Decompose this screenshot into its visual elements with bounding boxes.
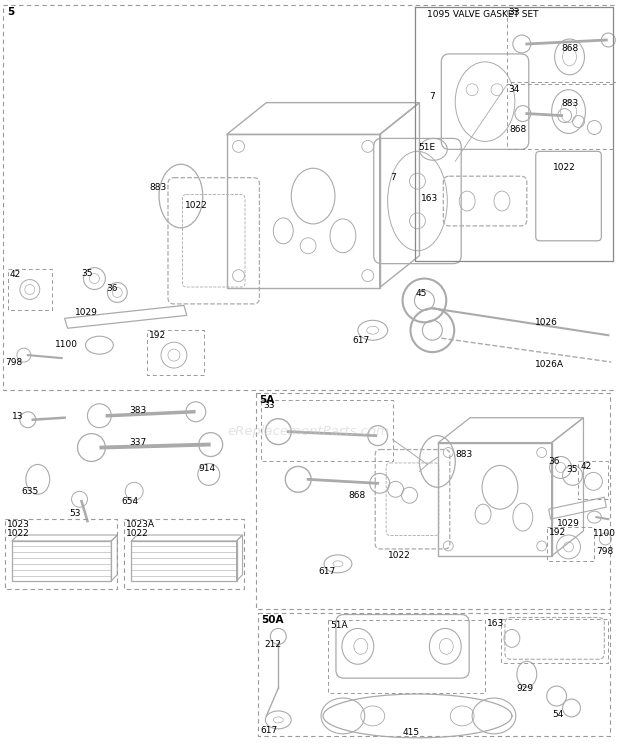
Text: 883: 883 bbox=[149, 183, 166, 192]
Text: 163: 163 bbox=[422, 194, 439, 203]
Text: 54: 54 bbox=[552, 710, 564, 719]
Text: 51E: 51E bbox=[418, 144, 436, 153]
Text: 212: 212 bbox=[264, 641, 281, 650]
Text: 617: 617 bbox=[260, 726, 278, 735]
Text: 617: 617 bbox=[353, 336, 370, 345]
Text: 1029: 1029 bbox=[74, 308, 97, 318]
Text: 914: 914 bbox=[199, 464, 216, 473]
Text: 1026: 1026 bbox=[535, 318, 557, 327]
Text: 192: 192 bbox=[149, 331, 166, 340]
Text: 1022: 1022 bbox=[388, 551, 410, 560]
Text: 50A: 50A bbox=[262, 615, 284, 624]
Text: 617: 617 bbox=[318, 567, 335, 576]
Text: 7: 7 bbox=[430, 92, 435, 100]
Text: 1100: 1100 bbox=[55, 340, 78, 349]
Text: 13: 13 bbox=[12, 411, 24, 421]
Text: 415: 415 bbox=[402, 728, 420, 737]
Text: 798: 798 bbox=[596, 547, 614, 556]
Text: 868: 868 bbox=[348, 491, 365, 500]
Text: 36: 36 bbox=[549, 458, 560, 466]
Text: 383: 383 bbox=[129, 405, 146, 415]
Text: 1022: 1022 bbox=[552, 163, 575, 173]
Text: 1022: 1022 bbox=[185, 201, 208, 210]
Text: 5A: 5A bbox=[259, 395, 275, 405]
Text: 868: 868 bbox=[509, 126, 526, 135]
Text: 33: 33 bbox=[264, 401, 275, 410]
Text: 163: 163 bbox=[487, 618, 504, 627]
Text: 635: 635 bbox=[22, 487, 39, 496]
Text: 42: 42 bbox=[10, 269, 21, 278]
Text: 1022: 1022 bbox=[7, 529, 30, 538]
Text: 929: 929 bbox=[517, 684, 534, 693]
Text: 1026A: 1026A bbox=[535, 360, 564, 369]
Text: 1023A: 1023A bbox=[126, 520, 155, 529]
Text: 798: 798 bbox=[5, 358, 22, 367]
Text: 35: 35 bbox=[81, 269, 93, 278]
Text: 34: 34 bbox=[508, 85, 520, 94]
Text: 51A: 51A bbox=[330, 621, 348, 630]
Text: 5: 5 bbox=[7, 7, 14, 17]
Text: 868: 868 bbox=[562, 44, 579, 53]
Text: 1023: 1023 bbox=[7, 520, 30, 529]
Text: 45: 45 bbox=[415, 289, 427, 298]
Text: 337: 337 bbox=[129, 437, 146, 446]
Text: eReplacementParts.com: eReplacementParts.com bbox=[227, 425, 389, 437]
Text: 192: 192 bbox=[549, 528, 566, 537]
Text: 7: 7 bbox=[391, 173, 396, 182]
Text: 36: 36 bbox=[107, 283, 118, 292]
Text: 35: 35 bbox=[567, 466, 578, 475]
Text: 654: 654 bbox=[122, 497, 138, 506]
Text: 1095 VALVE GASKET SET: 1095 VALVE GASKET SET bbox=[427, 10, 539, 19]
Text: 1100: 1100 bbox=[593, 529, 616, 538]
Text: 883: 883 bbox=[455, 449, 472, 458]
Text: 1029: 1029 bbox=[557, 519, 580, 528]
Text: 53: 53 bbox=[69, 509, 81, 518]
Text: 883: 883 bbox=[562, 99, 579, 108]
Text: 33: 33 bbox=[508, 8, 520, 17]
Text: 1022: 1022 bbox=[126, 529, 149, 538]
Text: 42: 42 bbox=[580, 463, 591, 472]
